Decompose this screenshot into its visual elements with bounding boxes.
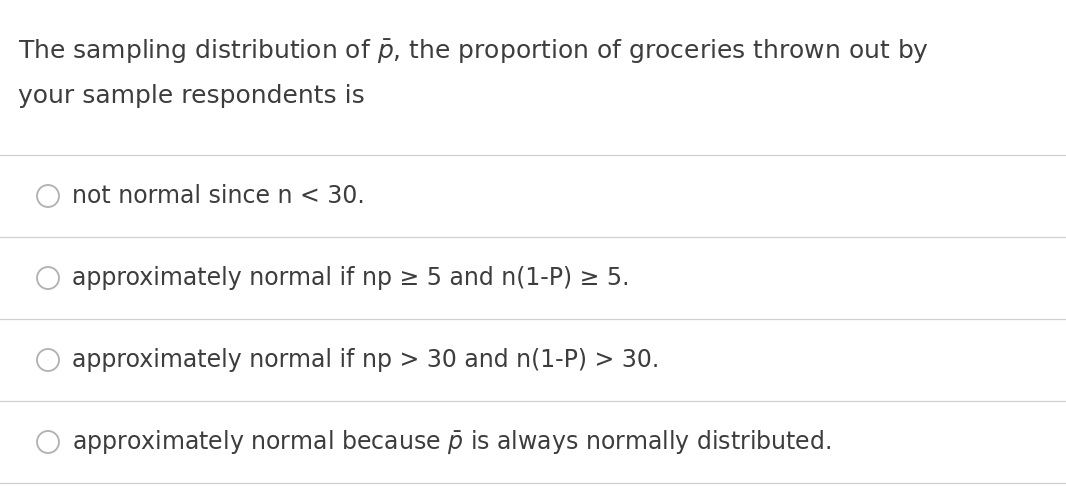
Text: approximately normal if np ≥ 5 and n(1-P) ≥ 5.: approximately normal if np ≥ 5 and n(1-P…: [72, 266, 630, 290]
Text: your sample respondents is: your sample respondents is: [18, 84, 365, 108]
Text: The sampling distribution of $\bar{p}$, the proportion of groceries thrown out b: The sampling distribution of $\bar{p}$, …: [18, 38, 928, 66]
Text: approximately normal if np > 30 and n(1-P) > 30.: approximately normal if np > 30 and n(1-…: [72, 348, 659, 372]
Text: not normal since n < 30.: not normal since n < 30.: [72, 184, 365, 208]
Text: approximately normal because $\bar{p}$ is always normally distributed.: approximately normal because $\bar{p}$ i…: [72, 428, 831, 456]
